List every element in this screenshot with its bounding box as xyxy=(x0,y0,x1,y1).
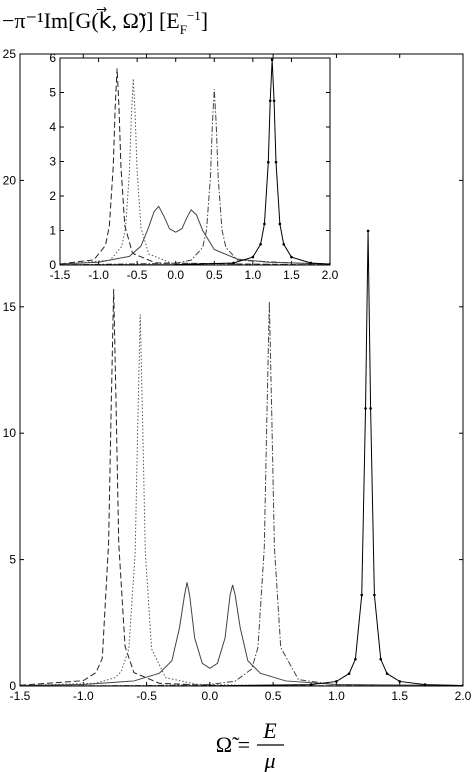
point xyxy=(268,99,272,103)
point xyxy=(278,222,282,226)
series-line xyxy=(20,582,463,686)
x-axis-label: Ω̃ = xyxy=(216,732,250,757)
y-label-end: ] xyxy=(201,8,208,33)
x-tick-label: -1.5 xyxy=(50,268,71,282)
point xyxy=(251,255,255,259)
series-line xyxy=(60,78,330,265)
series-line xyxy=(20,314,463,686)
y-tick-label: 3 xyxy=(49,155,56,169)
point xyxy=(354,657,357,661)
point xyxy=(266,160,270,164)
y-tick-label: 25 xyxy=(3,47,17,61)
point xyxy=(423,683,427,686)
x-tick-label: -1.0 xyxy=(88,268,109,282)
point xyxy=(379,657,383,661)
y-label-sup: −1 xyxy=(187,8,201,23)
x-tick-label: 2.0 xyxy=(322,268,339,282)
y-tick-label: 20 xyxy=(3,173,17,187)
plot-frame xyxy=(19,53,464,687)
series-line xyxy=(60,205,330,265)
point xyxy=(369,407,372,410)
y-label-main: −π⁻¹Im[G(k⃗, Ω̃)] [E xyxy=(2,7,180,33)
point xyxy=(270,58,274,62)
y-tick-label: 0 xyxy=(49,258,56,272)
x-tick-label: 1.5 xyxy=(391,689,408,703)
x-tick-label: -1.5 xyxy=(10,689,31,703)
y-tick-label: 2 xyxy=(49,189,56,203)
x-label-numerator: E xyxy=(262,718,277,743)
point xyxy=(274,160,278,164)
y-label-sub: F xyxy=(180,22,187,37)
point xyxy=(309,683,313,686)
y-tick-label: 15 xyxy=(3,300,17,314)
point xyxy=(335,680,338,683)
y-tick-label: 10 xyxy=(3,426,17,440)
y-tick-label: 0 xyxy=(9,679,16,693)
point xyxy=(360,593,364,597)
point xyxy=(259,243,262,246)
y-tick-label: 6 xyxy=(49,51,56,65)
x-label-denominator: μ xyxy=(263,748,275,772)
y-tick-label: 1 xyxy=(49,224,56,238)
point xyxy=(272,99,276,103)
plot-area xyxy=(60,58,330,265)
y-tick-label: 5 xyxy=(9,553,16,567)
point xyxy=(398,680,402,683)
point xyxy=(309,261,313,265)
point xyxy=(290,255,293,259)
point xyxy=(263,222,266,226)
y-tick-label: 4 xyxy=(49,120,56,134)
point xyxy=(364,407,367,410)
x-tick-label: 1.0 xyxy=(328,689,345,703)
point xyxy=(347,672,351,675)
y-axis-label: −π⁻¹Im[G(k⃗, Ω̃)] [EF−1] xyxy=(2,7,208,37)
x-tick-label: 1.0 xyxy=(245,268,262,282)
point xyxy=(373,593,376,597)
axes: -1.5 -1.0 -0.5 0.0 0.5 1.0 1.5 2.0 0 1 2 3 4 5 6 xyxy=(49,51,338,282)
plot-frame xyxy=(59,57,331,266)
x-tick-label: 0.0 xyxy=(202,689,219,703)
x-tick-label: -0.5 xyxy=(136,689,157,703)
x-tick-label: -1.0 xyxy=(73,689,94,703)
y-tick-label: 5 xyxy=(49,86,56,100)
point xyxy=(282,243,286,246)
x-tick-label: 0.0 xyxy=(167,268,184,282)
series-line xyxy=(60,89,330,265)
point xyxy=(366,229,370,233)
x-tick-label: 0.5 xyxy=(206,268,223,282)
point xyxy=(385,672,389,675)
series-line xyxy=(20,301,463,686)
x-tick-label: 2.0 xyxy=(455,689,472,703)
series-line xyxy=(20,230,463,686)
x-tick-label: 1.5 xyxy=(283,268,300,282)
series-line xyxy=(60,59,330,265)
x-tick-label: -0.5 xyxy=(127,268,148,282)
x-tick-label: 0.5 xyxy=(265,689,282,703)
point xyxy=(232,261,235,265)
